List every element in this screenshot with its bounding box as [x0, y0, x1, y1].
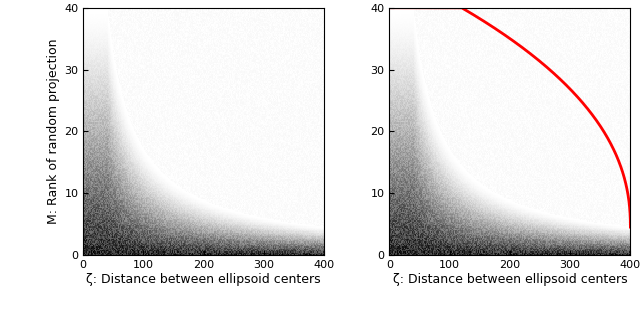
X-axis label: ζ: Distance between ellipsoid centers: ζ: Distance between ellipsoid centers [392, 273, 627, 286]
Y-axis label: M: Rank of random projection: M: Rank of random projection [47, 39, 60, 224]
X-axis label: ζ: Distance between ellipsoid centers: ζ: Distance between ellipsoid centers [86, 273, 321, 286]
